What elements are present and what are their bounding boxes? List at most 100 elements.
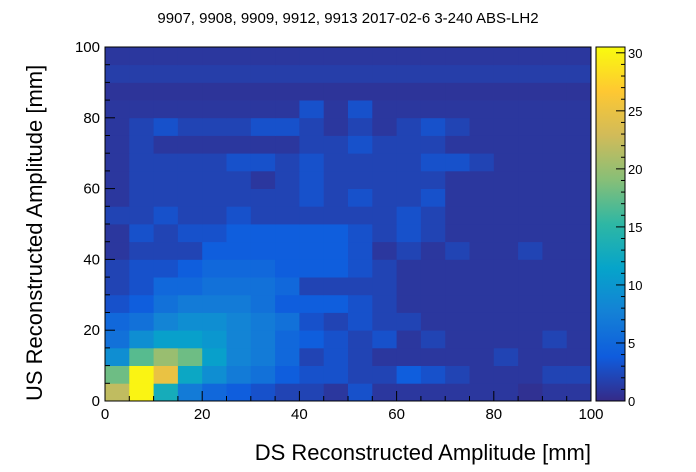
colorbar-tick-label: 25: [628, 104, 642, 119]
heatmap-cell: [105, 224, 130, 243]
heatmap-cell: [129, 224, 154, 243]
heatmap-cell: [275, 294, 300, 313]
heatmap-cell: [105, 383, 130, 402]
heatmap-cell: [153, 153, 179, 172]
heatmap-cell: [105, 294, 130, 313]
heatmap-cell: [202, 294, 227, 313]
heatmap-cell: [226, 82, 252, 101]
heatmap-cell: [177, 188, 203, 207]
heatmap-cell: [202, 82, 227, 101]
heatmap-cell: [542, 188, 568, 207]
heatmap-cell: [542, 277, 568, 296]
heatmap-cell: [420, 224, 446, 243]
heatmap-cell: [518, 82, 543, 101]
heatmap-cell: [177, 330, 203, 349]
heatmap-cell: [202, 277, 227, 296]
heatmap-cell: [348, 330, 373, 349]
heatmap-cell: [445, 241, 470, 260]
heatmap-cell: [177, 224, 203, 243]
heatmap-cell: [177, 206, 203, 225]
heatmap-cell: [250, 170, 276, 189]
heatmap-cell: [518, 330, 543, 349]
heatmap-cell: [518, 170, 543, 189]
heatmap-cell: [566, 206, 592, 225]
heatmap-cell: [105, 206, 130, 225]
heatmap-cell: [566, 383, 592, 402]
heatmap-cell: [202, 135, 227, 154]
y-tick-label: 40: [83, 251, 100, 268]
heatmap-cell: [469, 188, 495, 207]
heatmap-cell: [299, 259, 325, 278]
heatmap-cell: [566, 294, 592, 313]
heatmap-cell: [518, 347, 543, 366]
heatmap-cell: [250, 100, 276, 119]
heatmap-cell: [542, 153, 568, 172]
heatmap-cell: [469, 170, 495, 189]
heatmap-cell: [323, 277, 349, 296]
heatmap-cell: [542, 82, 568, 101]
heatmap-cell: [348, 135, 373, 154]
heatmap-cell: [469, 312, 495, 331]
heatmap-cell: [129, 347, 154, 366]
heatmap-cell: [396, 82, 422, 101]
heatmap-cell: [493, 383, 519, 402]
heatmap-cell: [323, 170, 349, 189]
heatmap-cell: [469, 241, 495, 260]
heatmap-cell: [250, 224, 276, 243]
heatmap-cell: [518, 383, 543, 402]
heatmap-cell: [493, 224, 519, 243]
heatmap-cell: [177, 294, 203, 313]
heatmap-cell: [105, 47, 130, 66]
heatmap-cell: [275, 117, 300, 136]
heatmap-cell: [372, 135, 397, 154]
heatmap-cell: [153, 170, 179, 189]
heatmap-cell: [348, 82, 373, 101]
heatmap-cell: [202, 224, 227, 243]
heatmap-cell: [493, 312, 519, 331]
heatmap-cell: [226, 117, 252, 136]
heatmap-cell: [542, 47, 568, 66]
heatmap-cell: [518, 365, 543, 384]
heatmap-cell: [445, 294, 470, 313]
heatmap-cell: [348, 277, 373, 296]
heatmap-cell: [420, 259, 446, 278]
heatmap-cell: [518, 241, 543, 260]
heatmap-cell: [250, 206, 276, 225]
heatmap-cell: [153, 47, 179, 66]
x-tick-label: 20: [194, 406, 211, 423]
heatmap-cell: [493, 294, 519, 313]
heatmap-cell: [542, 170, 568, 189]
heatmap-cell: [226, 347, 252, 366]
heatmap-cell: [202, 206, 227, 225]
heatmap-cell: [348, 64, 373, 83]
heatmap-cell: [299, 365, 325, 384]
heatmap-cell: [445, 100, 470, 119]
heatmap-cell: [105, 277, 130, 296]
x-tick-label: 100: [578, 406, 603, 423]
y-tick-label: 80: [83, 110, 100, 127]
heatmap-cell: [542, 206, 568, 225]
heatmap-cell: [299, 64, 325, 83]
heatmap-cell: [396, 294, 422, 313]
heatmap-cell: [226, 365, 252, 384]
heatmap-cell: [153, 64, 179, 83]
heatmap-cell: [372, 259, 397, 278]
heatmap-cell: [469, 277, 495, 296]
heatmap-cell: [226, 224, 252, 243]
heatmap-cell: [202, 188, 227, 207]
heatmap-cell: [177, 100, 203, 119]
heatmap-cell: [542, 330, 568, 349]
heatmap-cell: [493, 135, 519, 154]
heatmap-cell: [372, 241, 397, 260]
heatmap-cell: [202, 170, 227, 189]
heatmap-cell: [469, 47, 495, 66]
heatmap-cell: [396, 365, 422, 384]
heatmap-cell: [153, 365, 179, 384]
heatmap-cell: [226, 330, 252, 349]
heatmap-cell: [348, 100, 373, 119]
heatmap-cell: [129, 135, 154, 154]
heatmap-cell: [105, 64, 130, 83]
heatmap-cell: [348, 153, 373, 172]
heatmap-cell: [445, 47, 470, 66]
